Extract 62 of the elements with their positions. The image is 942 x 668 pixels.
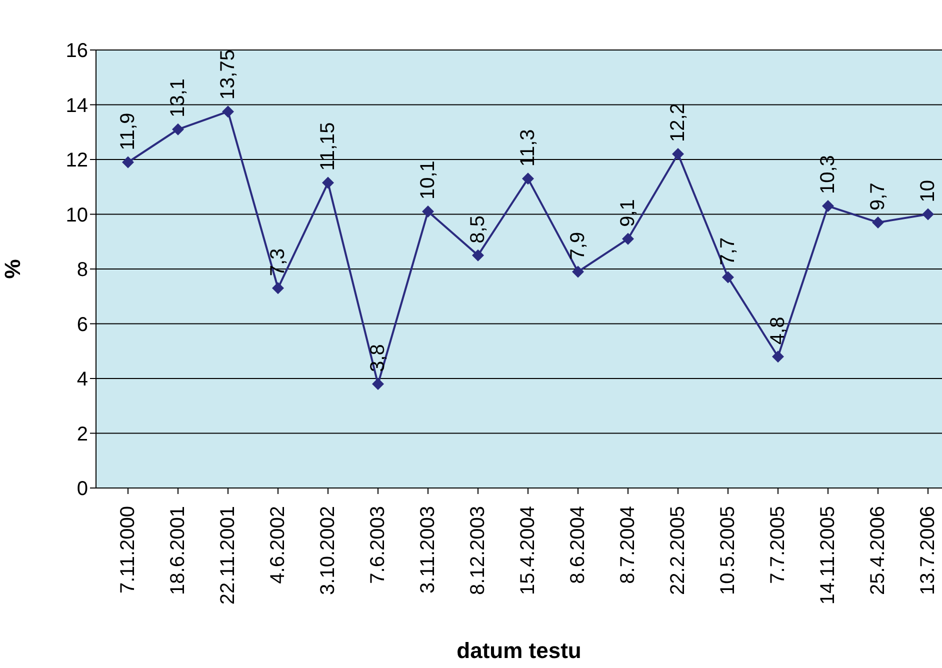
data-label: 13,75 (217, 50, 239, 100)
y-tick-label: 12 (66, 150, 88, 172)
data-label: 3,8 (367, 344, 389, 372)
x-tick-label: 25.4.2006 (867, 506, 889, 595)
x-tick-label: 13.7.2006 (917, 506, 939, 595)
point (622, 232, 634, 245)
data-label: 7,9 (567, 232, 589, 260)
data-label: 7,3 (267, 248, 289, 276)
y-tick-label: 14 (66, 94, 88, 117)
y-axis-title: % (0, 259, 25, 279)
x-tick-label: 4.6.2002 (267, 506, 289, 584)
point (522, 172, 534, 185)
y-tick-label: 16 (66, 40, 88, 62)
point (422, 206, 434, 218)
x-tick-label: 7.11.2000 (117, 506, 139, 594)
point (722, 271, 734, 284)
point (822, 200, 834, 212)
data-label: 12,2 (667, 103, 689, 142)
x-tick-label: 18.6.2001 (167, 506, 189, 595)
x-tick-label: 7.6.2003 (367, 506, 389, 584)
y-tick-label: 10 (66, 204, 88, 226)
x-tick-label: 3.11.2003 (417, 506, 439, 594)
y-tick-label: 0 (76, 478, 88, 500)
point (772, 350, 784, 363)
x-tick-label: 3.10.2002 (317, 506, 339, 595)
x-tick-label: 8.7.2004 (617, 506, 639, 584)
data-label: 10,3 (817, 155, 839, 194)
point (672, 148, 684, 160)
x-tick-label: 8.12.2003 (467, 506, 489, 595)
x-tick-label: 10.5.2005 (717, 506, 739, 595)
x-tick-label: 22.2.2005 (667, 506, 689, 595)
point (872, 216, 884, 228)
x-tick-label: 22.11.2001 (217, 506, 239, 605)
point (122, 156, 134, 168)
point (172, 123, 184, 136)
y-tick-label: 2 (76, 423, 88, 446)
point (472, 249, 484, 262)
x-tick-label: 14.11.2005 (817, 506, 839, 605)
data-label: 11,3 (517, 129, 539, 167)
data-label: 10 (917, 180, 939, 202)
y-tick-label: 4 (76, 368, 88, 391)
y-tick-label: 8 (76, 259, 88, 282)
data-label: 7,7 (717, 237, 739, 266)
data-label: 9,7 (867, 182, 889, 210)
data-label: 13,1 (167, 78, 189, 118)
point (372, 378, 384, 390)
x-tick-label: 8.6.2004 (567, 506, 589, 584)
data-label: 11,15 (317, 122, 339, 171)
x-tick-label: 15.4.2004 (517, 506, 539, 595)
point (922, 208, 934, 220)
point (222, 106, 234, 118)
x-tick-label: 7.7.2005 (767, 506, 789, 584)
data-label: 9,1 (617, 199, 639, 227)
data-label: 4,8 (767, 316, 789, 345)
data-label: 11,9 (117, 112, 139, 150)
y-tick-label: 6 (76, 314, 88, 336)
data-label: 10,1 (417, 160, 439, 200)
point (322, 176, 334, 189)
x-axis-title: datum testu (456, 638, 582, 663)
data-label: 8,5 (467, 216, 489, 244)
point (272, 282, 284, 294)
point (572, 266, 584, 278)
